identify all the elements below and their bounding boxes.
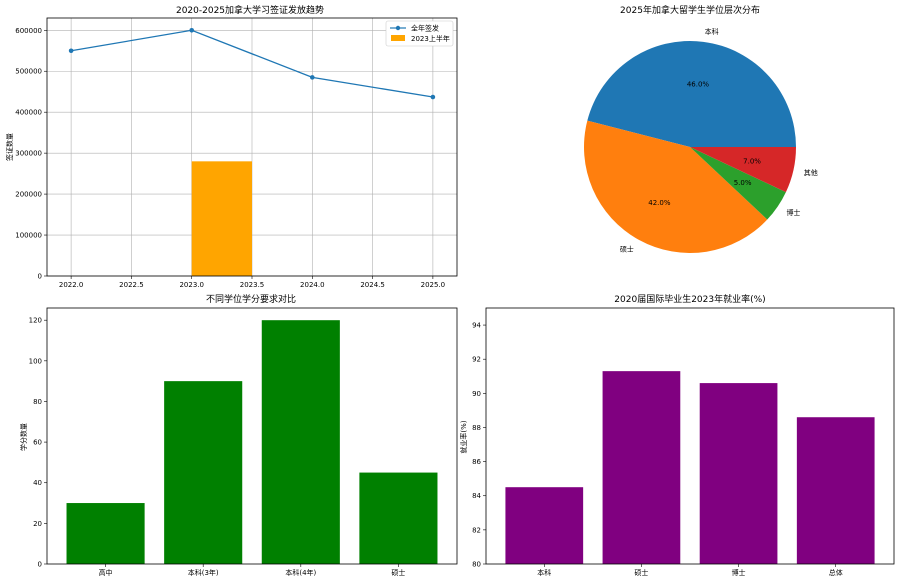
y-tick-label: 40	[33, 479, 42, 487]
credit-bar	[359, 472, 438, 564]
y-tick-label: 94	[472, 322, 481, 330]
x-tick-label: 2023.0	[179, 281, 204, 289]
x-tick-label: 2024.0	[300, 281, 325, 289]
x-tick-label: 2022.0	[59, 281, 84, 289]
legend-bar-swatch	[391, 35, 405, 41]
employment-chart-bars	[505, 371, 875, 564]
pie-percent-label: 7.0%	[743, 157, 761, 165]
full-year-point	[430, 94, 436, 100]
employment-chart-frame	[485, 307, 895, 565]
employment-chart-title: 2020届国际毕业生2023年就业率(%)	[614, 293, 765, 305]
employment-rate-chart: 2020届国际毕业生2023年就业率(%) 就业率(%) 本科 硕士 博士 总体 80 8…	[459, 293, 895, 577]
credit-chart-bars	[66, 320, 438, 564]
x-tick-label: 硕士	[634, 568, 648, 577]
legend-label-h1-2023: 2023上半年	[411, 34, 450, 43]
x-tick-label: 2022.5	[119, 281, 144, 289]
credit-requirements-chart: 不同学位学分要求对比 学分数量 高中 本科(3年) 本科(4年) 硕士 0 20 40 60 8…	[19, 293, 458, 577]
pie-percent-label: 46.0%	[687, 80, 710, 88]
x-tick-label: 总体	[829, 568, 843, 577]
visa-trend-title: 2020-2025加拿大学习签证发放趋势	[176, 4, 324, 16]
pie-slice	[584, 120, 768, 254]
full-year-point	[68, 48, 74, 54]
employment-bar	[505, 487, 584, 564]
full-year-point	[309, 75, 315, 80]
visa-trend-ylabel: 签证数量	[5, 133, 14, 161]
y-tick-label: 84	[472, 492, 481, 500]
h1-2023-bar	[191, 161, 252, 276]
credit-bar	[261, 320, 340, 564]
y-tick-label: 86	[472, 458, 481, 466]
x-tick-label: 2023.5	[240, 281, 265, 289]
pie-category-label: 本科	[705, 27, 719, 36]
visa-trend-ticks: 2022.0 2022.5 2023.0 2023.5 2024.0 2024.5 2025…	[15, 27, 445, 289]
y-tick-label: 90	[472, 390, 481, 398]
employment-bar	[602, 371, 681, 564]
pie-category-label: 其他	[804, 168, 818, 177]
credit-bar	[66, 503, 145, 564]
credit-chart-ticks: 高中 本科(3年) 本科(4年) 硕士 0 20 40 60 80 100 120	[29, 317, 406, 577]
y-tick-label: 80	[33, 398, 42, 406]
degree-pie-labels: 本科 46.0% 硕士 42.0% 博士 5.0% 其他 7.0%	[620, 27, 818, 254]
degree-distribution-pie-chart: 2025年加拿大留学生学位层次分布 本科 46.0% 硕士 42.0% 博士 5.0% 其他…	[584, 4, 818, 254]
x-tick-label: 2025.0	[421, 281, 446, 289]
y-tick-label: 500000	[15, 68, 42, 76]
visa-trend-marks	[68, 27, 436, 276]
y-tick-label: 100	[29, 357, 42, 365]
full-year-line	[71, 29, 433, 98]
y-tick-label: 60	[33, 439, 42, 447]
pie-slice	[587, 41, 796, 147]
employment-chart-ticks: 本科 硕士 博士 总体 80 82 84 86 88 90 92 94	[472, 322, 843, 577]
employment-bar	[699, 383, 778, 564]
pie-slice	[690, 147, 786, 220]
degree-pie-title: 2025年加拿大留学生学位层次分布	[620, 4, 760, 16]
employment-bar	[796, 417, 875, 564]
pie-percent-label: 5.0%	[734, 179, 752, 187]
y-tick-label: 82	[472, 526, 481, 534]
legend-label-full-year: 全年签发	[411, 24, 439, 33]
y-tick-label: 88	[472, 424, 481, 432]
x-tick-label: 博士	[732, 568, 746, 577]
pie-percent-label: 42.0%	[648, 199, 671, 207]
credit-bar	[164, 381, 243, 564]
y-tick-label: 300000	[15, 150, 42, 158]
x-tick-label: 高中	[99, 568, 113, 577]
credit-chart-title: 不同学位学分要求对比	[206, 293, 296, 305]
full-year-point	[189, 27, 195, 33]
x-tick-label: 本科(3年)	[188, 568, 219, 577]
legend-line-marker	[395, 25, 401, 31]
visa-trend-legend: 全年签发 2023上半年	[385, 20, 454, 47]
credit-chart-frame	[46, 307, 458, 565]
y-tick-label: 120	[29, 317, 42, 325]
y-tick-label: 20	[33, 520, 42, 528]
pie-category-label: 博士	[786, 208, 800, 217]
y-tick-label: 100000	[15, 232, 42, 240]
degree-pie-slices	[584, 41, 796, 254]
credit-chart-ylabel: 学分数量	[19, 423, 28, 451]
y-tick-label: 80	[472, 561, 481, 569]
pie-slice	[690, 147, 796, 193]
x-tick-label: 硕士	[391, 568, 405, 577]
pie-category-label: 硕士	[620, 245, 634, 254]
x-tick-label: 本科(4年)	[285, 568, 316, 577]
y-tick-label: 0	[38, 561, 42, 569]
y-tick-label: 200000	[15, 191, 42, 199]
y-tick-label: 400000	[15, 109, 42, 117]
x-tick-label: 本科	[537, 568, 551, 577]
y-tick-label: 0	[38, 273, 42, 281]
visa-trend-chart: 2020-2025加拿大学习签证发放趋势 签证数量 2022.0 2022.5 20…	[5, 4, 458, 289]
employment-chart-ylabel: 就业率(%)	[459, 420, 468, 453]
y-tick-label: 92	[472, 356, 481, 364]
x-tick-label: 2024.5	[360, 281, 385, 289]
y-tick-label: 600000	[15, 27, 42, 35]
